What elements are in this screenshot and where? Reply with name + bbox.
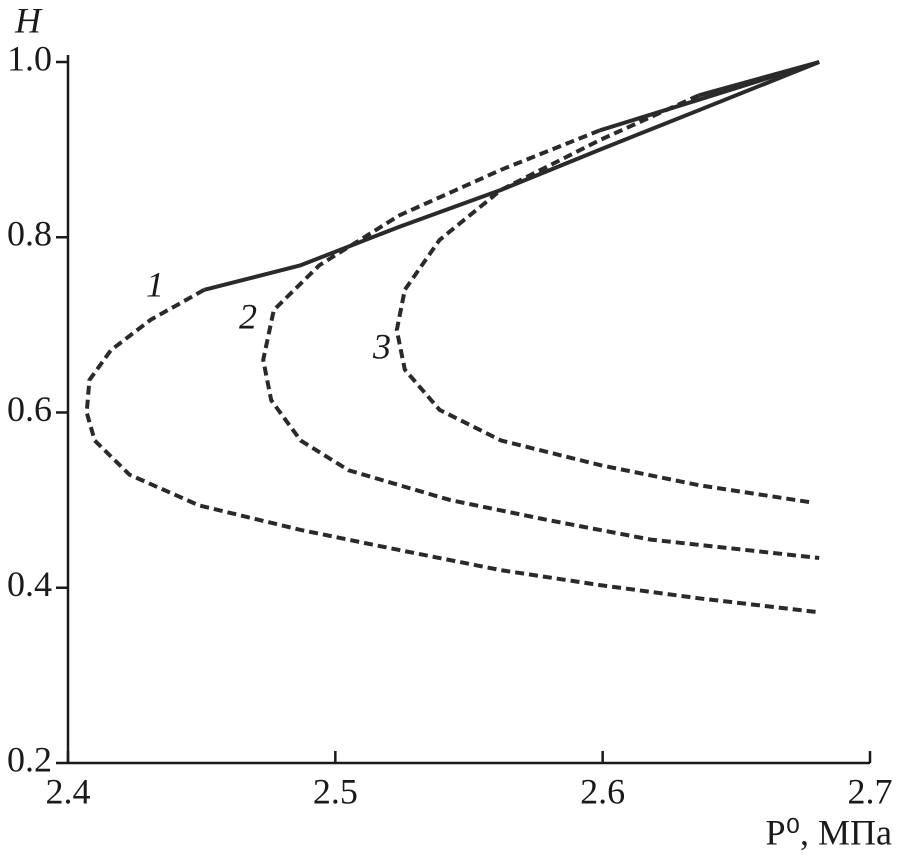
curve-label: 1 (146, 264, 164, 304)
curve-segment (203, 60, 820, 292)
x-tick-label: 2.6 (580, 771, 625, 811)
y-axis-label: H (14, 0, 43, 40)
x-tick-label: 2.4 (46, 771, 91, 811)
curve-segment (698, 60, 820, 98)
curve-segment (261, 128, 820, 560)
y-tick-label: 0.8 (7, 214, 52, 254)
y-tick-label: 0.6 (7, 389, 52, 429)
y-tick-label: 0.2 (7, 739, 52, 779)
curve-label: 2 (239, 296, 257, 336)
curve-label: 3 (372, 326, 391, 366)
x-tick-label: 2.5 (313, 771, 358, 811)
x-axis-label: P⁰, МПа (766, 812, 892, 852)
y-tick-label: 1.0 (7, 38, 52, 78)
curve-segment (394, 93, 815, 505)
y-tick-label: 0.4 (7, 564, 52, 604)
x-tick-label: 2.7 (848, 771, 893, 811)
curve-segment (84, 288, 820, 615)
